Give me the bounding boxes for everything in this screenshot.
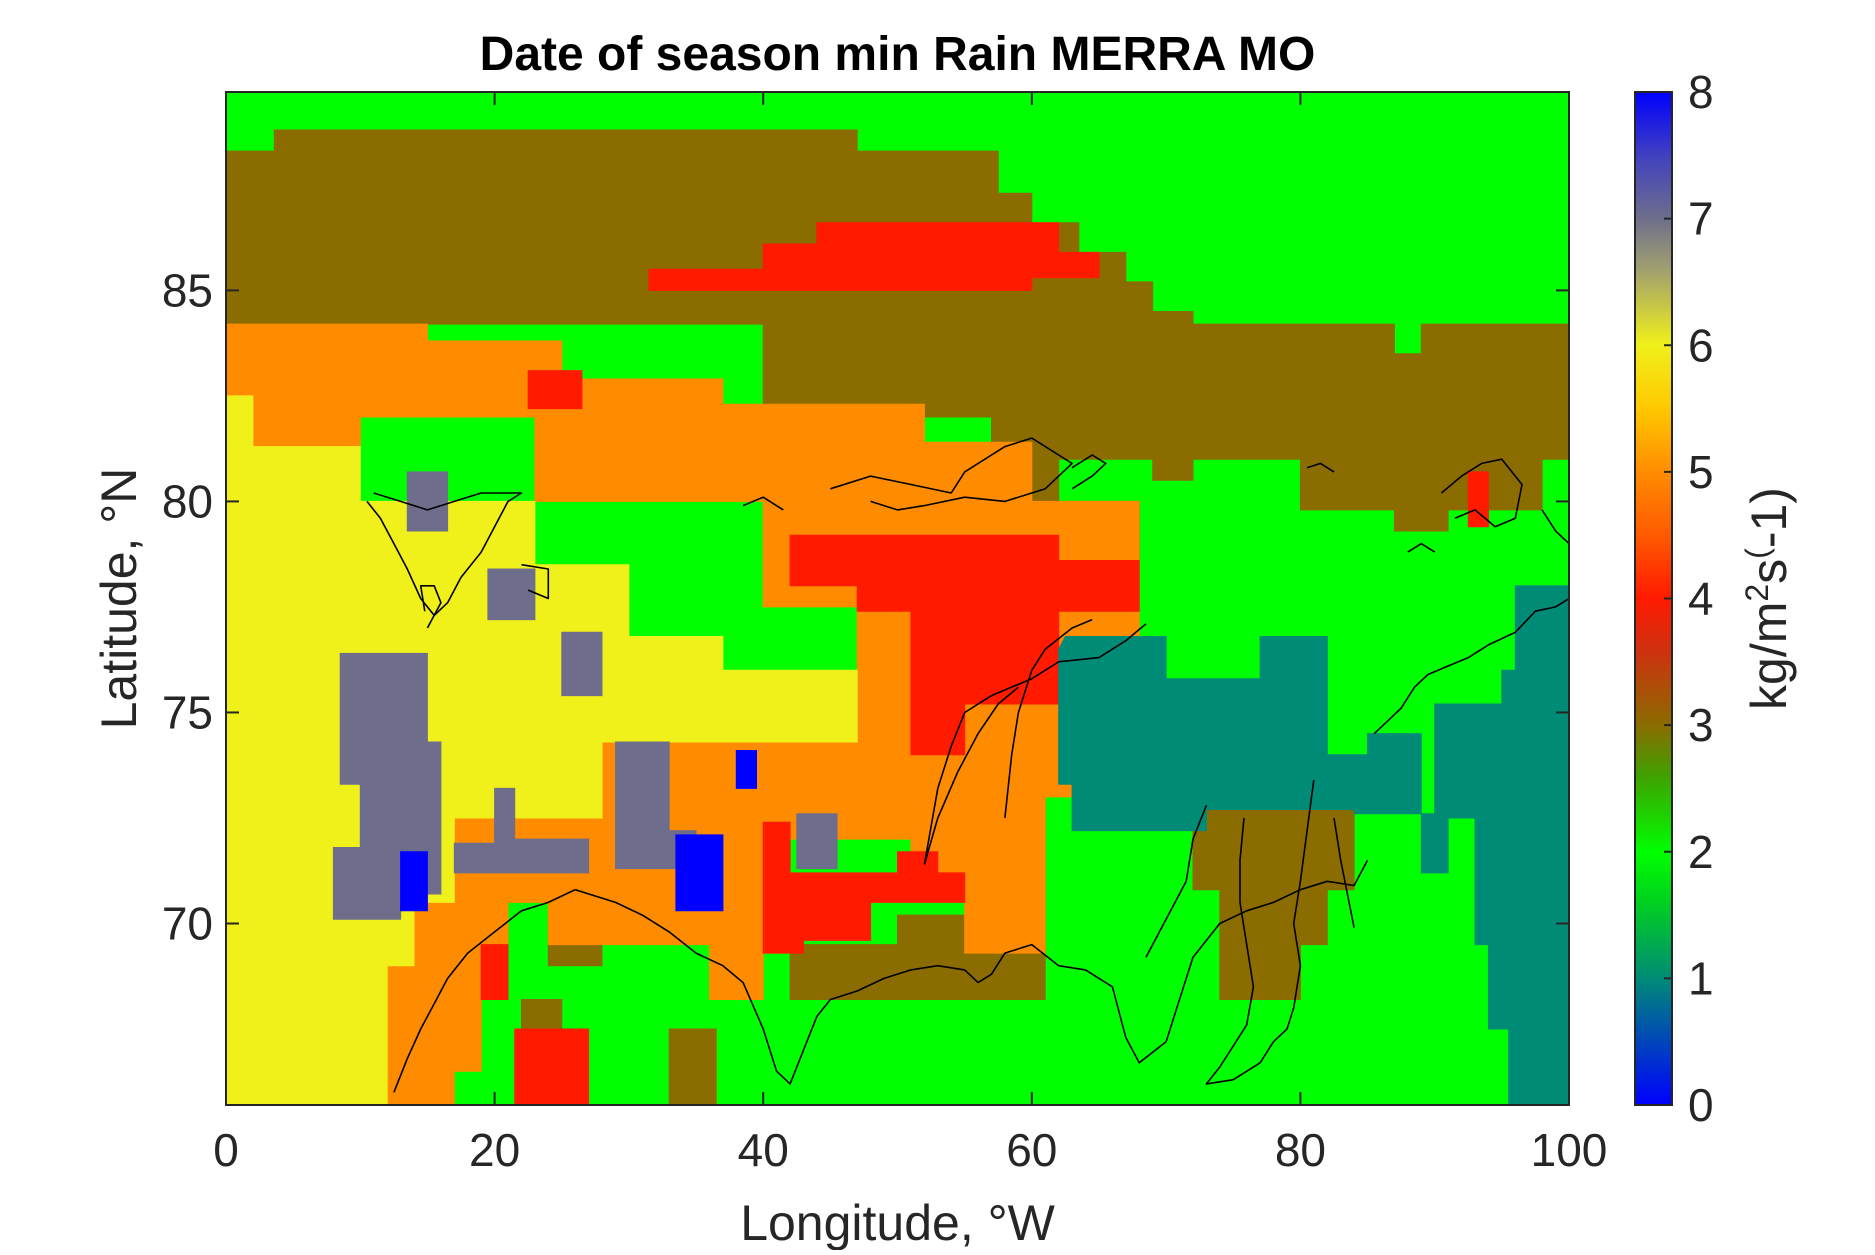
coastline-4 [366,492,523,617]
coastline-16 [1306,462,1335,473]
map-region-10 [648,222,1100,291]
map-region-27 [1058,425,1569,1105]
y-tick-label: 75 [162,686,213,738]
coastline-5 [419,584,442,629]
coastline-7 [830,437,1073,511]
y-axis: 70 75 80 85 [162,264,1569,950]
map-region-16 [1467,471,1489,528]
coastline-9 [1205,779,1315,1085]
map-region-14 [514,1028,590,1105]
map-region-26 [735,750,757,789]
coastline-12 [1373,597,1569,735]
map-region-24 [400,851,428,912]
map-region-15 [480,944,509,1000]
coastline-11 [1333,817,1355,928]
colorbar-label-base: kg/m [1741,602,1797,710]
colorbar-tick-label: 1 [1688,952,1714,1004]
map-region-1 [226,129,1569,532]
coastline-2 [923,623,1147,865]
map-region-9 [226,395,858,1105]
coastline-0 [393,888,576,1093]
chart-title: Date of season min Rain MERRA MO [480,28,1316,81]
colorbar-tick-label: 4 [1688,573,1714,625]
colorbar-label: kg/m2s(-1) [1739,487,1797,710]
coastline-13 [1440,458,1523,528]
x-tick-label: 0 [213,1124,239,1176]
coastline-18 [742,496,784,511]
map-region-21 [796,813,838,870]
map-region-22 [561,631,603,697]
coastline-14 [1541,509,1569,545]
colorbar-tick-label: 6 [1688,319,1714,371]
map-region-3 [1192,809,1355,1000]
map-region-11 [527,370,583,410]
x-tick-label: 80 [1275,1124,1326,1176]
coastline-1 [574,859,1369,1085]
colorbar-label-tail: -1) [1741,487,1797,548]
map-region-17 [406,471,449,532]
colorbar-tick-label: 2 [1688,826,1714,878]
map-layer [226,92,1569,1105]
coastline-8 [1004,618,1093,819]
colorbar-label-sup1: 2 [1739,584,1775,602]
map-region-25 [675,834,724,912]
map-region-13 [762,821,966,954]
colorbar-label-sup2: ( [1739,548,1775,559]
coastline-layer [366,437,1569,1093]
coastline-3 [923,686,1019,865]
colorbar-tick-label: 0 [1688,1079,1714,1131]
colorbar-label-mid: s [1741,559,1797,584]
colorbar-axis: 0 1 2 3 4 5 6 7 8 [1664,66,1714,1131]
y-tick-label: 70 [162,898,213,950]
map-region-23 [487,568,536,621]
coastline-6 [521,563,550,600]
coastline-17 [1407,542,1436,553]
x-tick-label: 40 [738,1124,789,1176]
x-axis: 0 20 40 60 80 100 [213,92,1607,1176]
x-axis-label: Longitude, °W [740,1195,1055,1250]
colorbar-tick-label: 5 [1688,446,1714,498]
map-region-19 [453,787,590,874]
map-region-12 [789,534,1140,756]
y-tick-label: 85 [162,264,213,316]
coastline-15 [1071,454,1107,490]
x-tick-label: 100 [1531,1124,1608,1176]
coastline-10 [1145,805,1208,958]
x-tick-label: 20 [469,1124,520,1176]
colorbar-tick-label: 8 [1688,66,1714,118]
x-tick-label: 60 [1006,1124,1057,1176]
colorbar-tick-label: 3 [1688,699,1714,751]
y-tick-label: 80 [162,475,213,527]
map-region-6 [668,1028,717,1105]
y-axis-label: Latitude, °N [91,468,147,730]
plot-frame [225,91,1570,1106]
colorbar-tick-label: 7 [1688,193,1714,245]
